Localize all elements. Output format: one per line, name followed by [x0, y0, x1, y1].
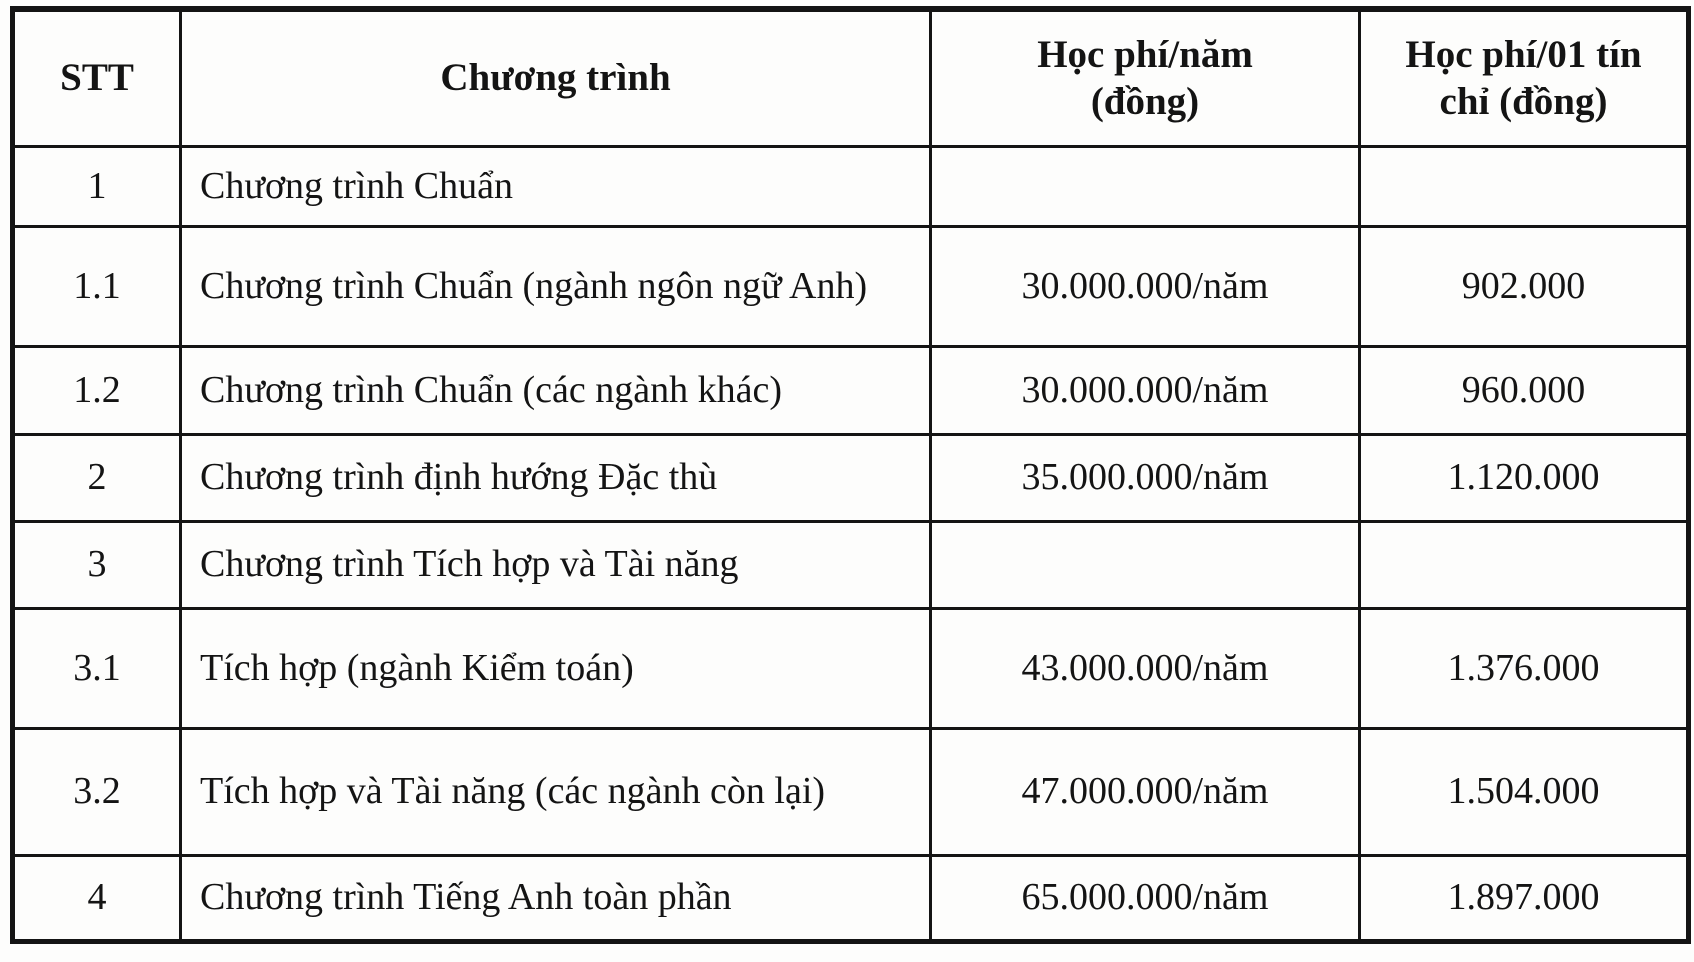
cell-stt: 3.2 — [11, 726, 182, 857]
cell-stt: 1 — [11, 144, 182, 228]
table-row: 1.1 Chương trình Chuẩn (ngành ngôn ngữ A… — [11, 224, 1690, 348]
cell-stt: 1.1 — [11, 224, 182, 348]
table-row: 1 Chương trình Chuẩn — [11, 144, 1690, 228]
column-header-program: Chương trình — [179, 7, 932, 148]
cell-program: Chương trình Chuẩn — [179, 144, 932, 228]
table-row: 1.2 Chương trình Chuẩn (các ngành khác) … — [11, 344, 1690, 436]
cell-program: Chương trình Chuẩn (các ngành khác) — [179, 344, 932, 436]
header-fee-credit-line2: chỉ (đồng) — [1439, 80, 1608, 124]
cell-fee-per-year: 47.000.000/năm — [929, 726, 1361, 857]
cell-stt: 4 — [11, 853, 182, 943]
table-row: 4 Chương trình Tiếng Anh toàn phần 65.00… — [11, 853, 1690, 943]
column-header-stt: STT — [11, 7, 182, 148]
table-row: 2 Chương trình định hướng Đặc thù 35.000… — [11, 432, 1690, 523]
cell-fee-per-credit: 1.376.000 — [1358, 606, 1690, 730]
cell-stt: 3 — [11, 519, 182, 610]
cell-program: Chương trình Chuẩn (ngành ngôn ngữ Anh) — [179, 224, 932, 348]
column-header-fee-per-credit: Học phí/01 tín chỉ (đồng) — [1358, 7, 1690, 148]
cell-fee-per-credit: 1.120.000 — [1358, 432, 1690, 523]
cell-fee-per-credit — [1358, 144, 1690, 228]
cell-stt: 3.1 — [11, 606, 182, 730]
cell-fee-per-credit: 902.000 — [1358, 224, 1690, 348]
cell-program: Chương trình Tiếng Anh toàn phần — [179, 853, 932, 943]
cell-fee-per-year: 30.000.000/năm — [929, 224, 1361, 348]
cell-stt: 2 — [11, 432, 182, 523]
header-fee-credit-line1: Học phí/01 tín — [1405, 32, 1642, 76]
table-row: 3.2 Tích hợp và Tài năng (các ngành còn … — [11, 726, 1690, 857]
cell-fee-per-year — [929, 144, 1361, 228]
cell-fee-per-year: 35.000.000/năm — [929, 432, 1361, 523]
cell-fee-per-year: 65.000.000/năm — [929, 853, 1361, 943]
cell-fee-per-year — [929, 519, 1361, 610]
tuition-fee-table: STT Chương trình Học phí/năm (đồng) Học … — [10, 6, 1691, 944]
cell-program: Chương trình định hướng Đặc thù — [179, 432, 932, 523]
column-header-fee-per-year: Học phí/năm (đồng) — [929, 7, 1361, 148]
table-row: 3.1 Tích hợp (ngành Kiểm toán) 43.000.00… — [11, 606, 1690, 730]
cell-program: Chương trình Tích hợp và Tài năng — [179, 519, 932, 610]
table-row: 3 Chương trình Tích hợp và Tài năng — [11, 519, 1690, 610]
header-fee-year-line1: Học phí/năm — [1037, 32, 1253, 76]
cell-program: Tích hợp (ngành Kiểm toán) — [179, 606, 932, 730]
cell-fee-per-year: 43.000.000/năm — [929, 606, 1361, 730]
header-row: STT Chương trình Học phí/năm (đồng) Học … — [11, 7, 1690, 148]
cell-stt: 1.2 — [11, 344, 182, 436]
cell-program: Tích hợp và Tài năng (các ngành còn lại) — [179, 726, 932, 857]
cell-fee-per-year: 30.000.000/năm — [929, 344, 1361, 436]
header-fee-year-line2: (đồng) — [1090, 80, 1200, 124]
cell-fee-per-credit — [1358, 519, 1690, 610]
cell-fee-per-credit: 1.504.000 — [1358, 726, 1690, 857]
cell-fee-per-credit: 960.000 — [1358, 344, 1690, 436]
cell-fee-per-credit: 1.897.000 — [1358, 853, 1690, 943]
